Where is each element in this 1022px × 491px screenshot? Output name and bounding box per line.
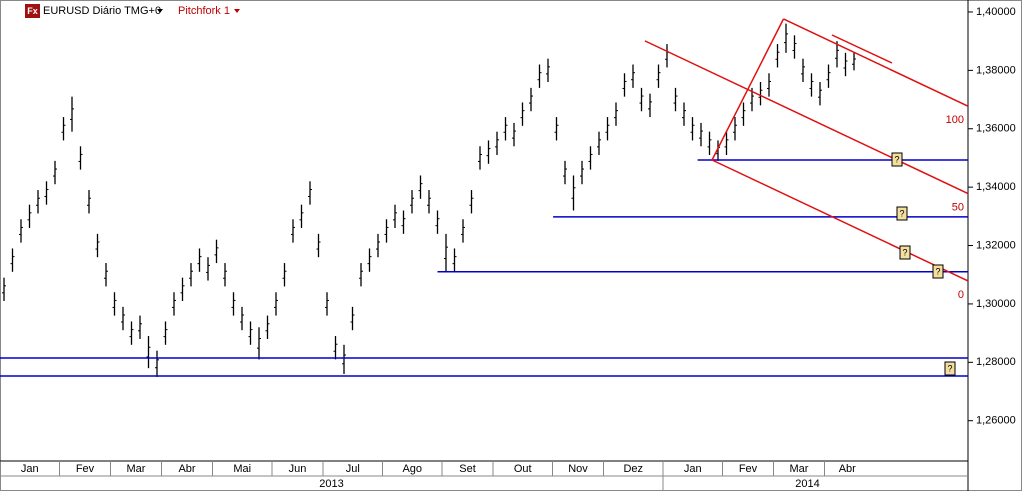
y-tick-label: 1,34000 (976, 181, 1016, 193)
alert-icon-glyph: ? (935, 266, 940, 276)
y-tick-label: 1,32000 (976, 239, 1016, 251)
tool-dropdown[interactable] (234, 9, 240, 13)
pitchfork-line (711, 159, 969, 282)
alert-icon[interactable] (944, 361, 956, 376)
title-dropdown[interactable] (157, 9, 163, 13)
month-label: Ago (402, 463, 422, 475)
trend-segment (831, 34, 893, 64)
y-tick-label: 1,36000 (976, 123, 1016, 135)
month-label: Set (459, 463, 476, 475)
y-tick-label: 1,30000 (976, 298, 1016, 310)
alert-icon-glyph: ? (947, 363, 952, 373)
month-label: Abr (178, 463, 195, 475)
y-tick-label: 1,26000 (976, 415, 1016, 427)
month-label: Abr (839, 463, 856, 475)
pitchfork-line (783, 18, 969, 107)
month-label: Mar (790, 463, 809, 475)
pitchfork-level: 100 (946, 114, 964, 126)
y-tick-label: 1,38000 (976, 64, 1016, 76)
month-label: Jan (21, 463, 39, 475)
year-label: 2013 (319, 478, 343, 490)
alert-icon[interactable] (891, 152, 903, 167)
alert-icon-glyph: ? (899, 208, 904, 218)
y-tick-label: 1,40000 (976, 6, 1016, 18)
chart-title: EURUSD Diário TMG+0 (43, 5, 161, 17)
alert-icon[interactable] (896, 206, 908, 221)
alert-icon-glyph: ? (902, 247, 907, 257)
month-label: Jan (684, 463, 702, 475)
alert-icon[interactable] (932, 264, 944, 279)
tool-name[interactable]: Pitchfork 1 (178, 5, 230, 17)
alert-icon-glyph: ? (894, 154, 899, 164)
pitchfork-level: 50 (952, 201, 964, 213)
fx-icon[interactable] (25, 4, 40, 18)
pitchfork-level: 0 (958, 289, 964, 301)
y-tick-label: 1,28000 (976, 356, 1016, 368)
month-label: Dez (623, 463, 643, 475)
pitchfork-line (644, 40, 969, 195)
alert-icon[interactable] (899, 245, 911, 260)
month-label: Fev (76, 463, 95, 475)
fx-icon-text: Fx (27, 6, 38, 16)
year-label: 2014 (795, 478, 819, 490)
month-label: Mai (233, 463, 251, 475)
month-label: Fev (739, 463, 758, 475)
month-label: Jul (346, 463, 360, 475)
month-label: Nov (568, 463, 588, 475)
month-label: Jun (289, 463, 307, 475)
month-label: Mar (127, 463, 146, 475)
month-label: Out (514, 463, 532, 475)
